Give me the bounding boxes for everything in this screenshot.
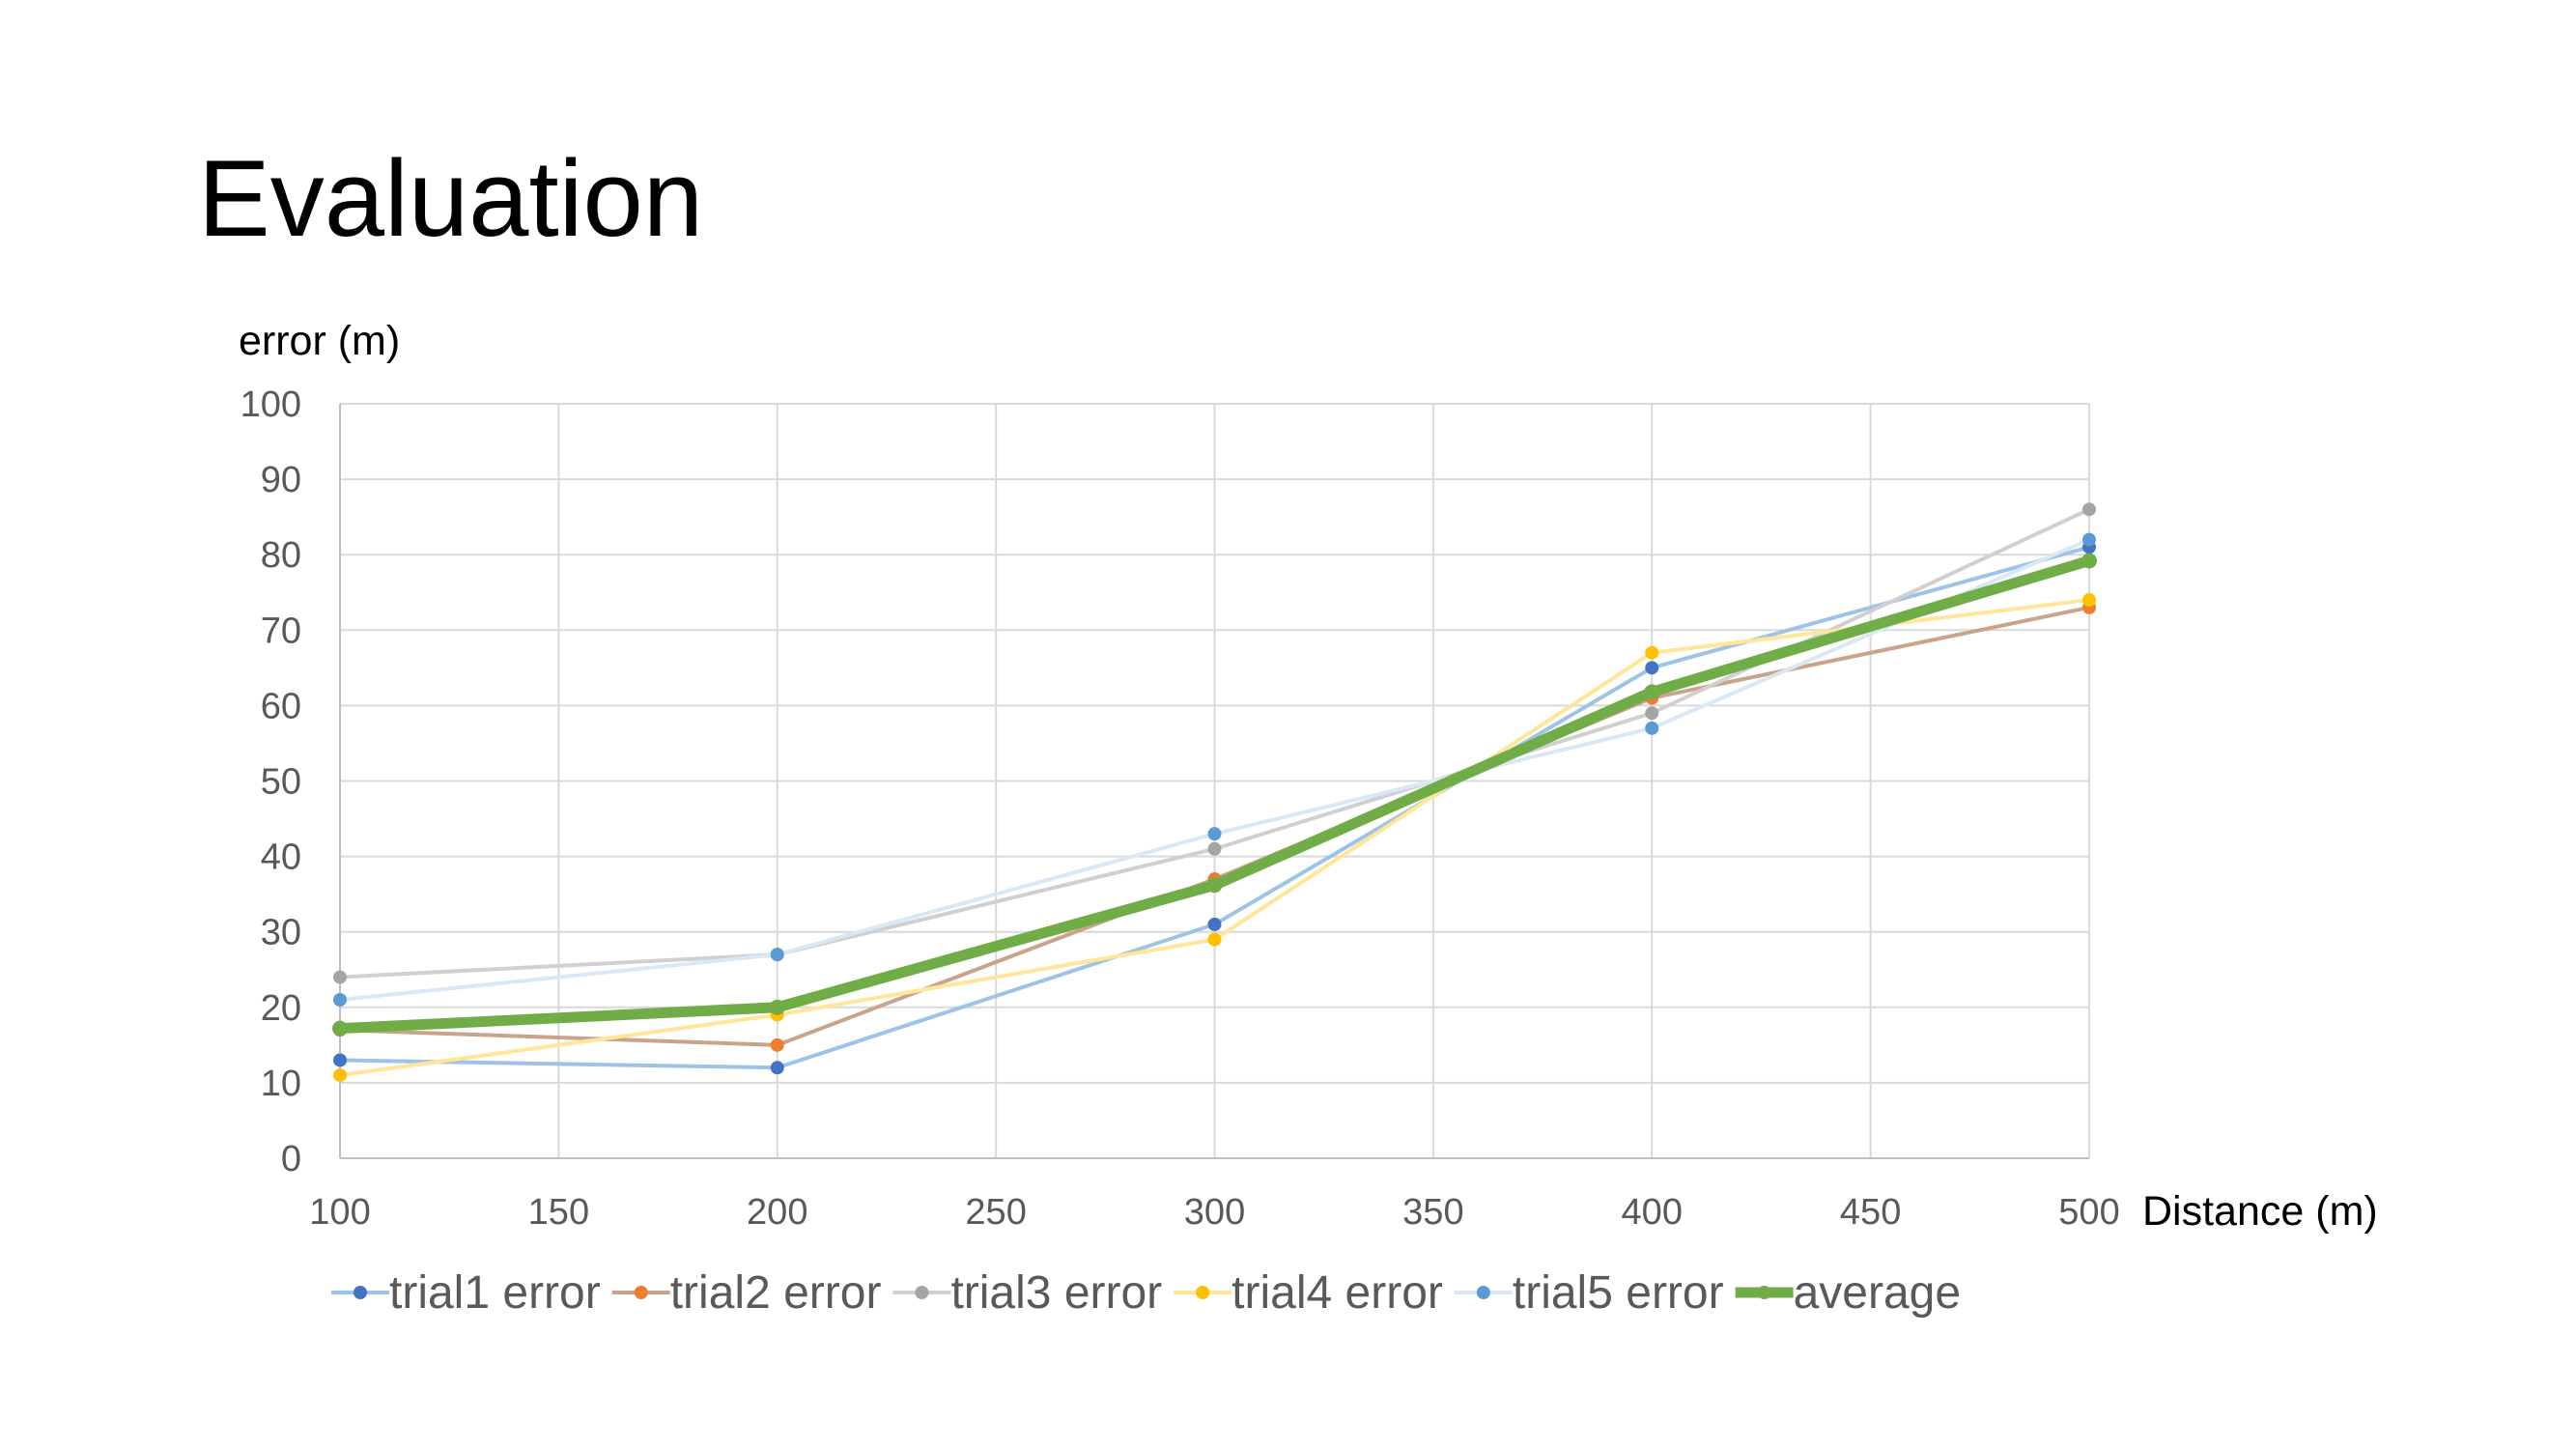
- data-point-average: [2081, 553, 2097, 569]
- y-tick-label: 60: [261, 686, 301, 726]
- legend-label: average: [1794, 1267, 1961, 1319]
- legend-item-trial3-error: trial3 error: [892, 1267, 1162, 1319]
- y-tick-label: 100: [241, 384, 301, 425]
- data-point-trial4-error: [2082, 593, 2096, 608]
- x-axis-title: Distance (m): [2142, 1188, 2378, 1235]
- legend-label: trial4 error: [1231, 1267, 1443, 1319]
- x-tick-label: 350: [1402, 1192, 1463, 1233]
- chart-tick-labels: 0 10 20 30 40 50 60 70 80 90 100 100 150 200 250 300 350…: [241, 384, 2120, 1233]
- data-point-trial4-error: [333, 1068, 347, 1083]
- legend-swatch-marker: [354, 1286, 367, 1299]
- y-tick-label: 90: [261, 460, 301, 500]
- x-tick-label: 200: [747, 1192, 807, 1233]
- data-point-trial5-error: [1645, 721, 1659, 735]
- data-point-average: [332, 1020, 348, 1037]
- y-tick-label: 10: [261, 1064, 301, 1104]
- data-point-trial3-error: [333, 970, 347, 984]
- x-tick-label: 250: [965, 1192, 1026, 1233]
- series-trial1-error: [333, 540, 2096, 1075]
- data-point-trial1-error: [333, 1053, 347, 1067]
- data-point-trial5-error: [1207, 827, 1222, 841]
- data-point-trial3-error: [1645, 706, 1659, 721]
- y-tick-label: 20: [261, 988, 301, 1029]
- legend-swatch-marker: [1196, 1286, 1210, 1299]
- data-point-trial3-error: [1207, 841, 1222, 856]
- legend-swatch-marker: [1757, 1286, 1771, 1299]
- legend-swatch-marker: [915, 1286, 929, 1299]
- y-tick-label: 70: [261, 611, 301, 651]
- legend-label: trial2 error: [670, 1267, 882, 1319]
- legend-item-trial4-error: trial4 error: [1174, 1267, 1443, 1319]
- legend-swatch-marker: [1476, 1286, 1490, 1299]
- data-point-trial1-error: [1207, 917, 1222, 931]
- chart-grid: [340, 403, 2090, 1158]
- data-point-average: [1206, 877, 1223, 894]
- y-tick-label: 30: [261, 913, 301, 953]
- x-tick-label: 450: [1840, 1192, 1901, 1233]
- slide-title: Evaluation: [198, 138, 704, 259]
- legend-label: trial1 error: [389, 1267, 601, 1319]
- legend-label: trial3 error: [950, 1267, 1162, 1319]
- x-tick-label: 150: [528, 1192, 589, 1233]
- y-tick-label: 40: [261, 838, 301, 878]
- legend-item-average: average: [1735, 1267, 1961, 1319]
- y-tick-label: 50: [261, 762, 301, 803]
- data-point-trial1-error: [770, 1061, 784, 1075]
- data-point-trial5-error: [333, 992, 347, 1007]
- data-point-trial5-error: [2082, 532, 2096, 547]
- data-point-trial4-error: [1645, 645, 1659, 660]
- chart-legend: trial1 error trial2 error trial3 error tria…: [331, 1267, 1961, 1319]
- legend-label: trial5 error: [1513, 1267, 1724, 1319]
- data-point-trial4-error: [1207, 932, 1222, 947]
- data-point-average: [769, 999, 785, 1015]
- legend-item-trial2-error: trial2 error: [611, 1267, 882, 1319]
- y-tick-label: 0: [281, 1139, 301, 1179]
- legend-swatch-marker: [634, 1286, 648, 1299]
- data-point-trial3-error: [2082, 502, 2096, 517]
- series-trial4-error: [333, 593, 2096, 1083]
- data-point-trial5-error: [770, 948, 784, 962]
- chart-series: [332, 502, 2097, 1083]
- data-point-average: [1644, 684, 1660, 700]
- x-tick-label: 500: [2058, 1192, 2119, 1233]
- series-average: [332, 553, 2097, 1037]
- x-tick-label: 400: [1622, 1192, 1683, 1233]
- x-tick-label: 300: [1184, 1192, 1245, 1233]
- series-trial5-error: [333, 532, 2096, 1007]
- data-point-trial2-error: [770, 1037, 784, 1052]
- legend-item-trial5-error: trial5 error: [1454, 1267, 1724, 1319]
- y-axis-title: error (m): [239, 318, 400, 364]
- data-point-trial1-error: [1645, 661, 1659, 675]
- y-tick-label: 80: [261, 535, 301, 576]
- x-tick-label: 100: [309, 1192, 370, 1233]
- legend-item-trial1-error: trial1 error: [331, 1267, 601, 1319]
